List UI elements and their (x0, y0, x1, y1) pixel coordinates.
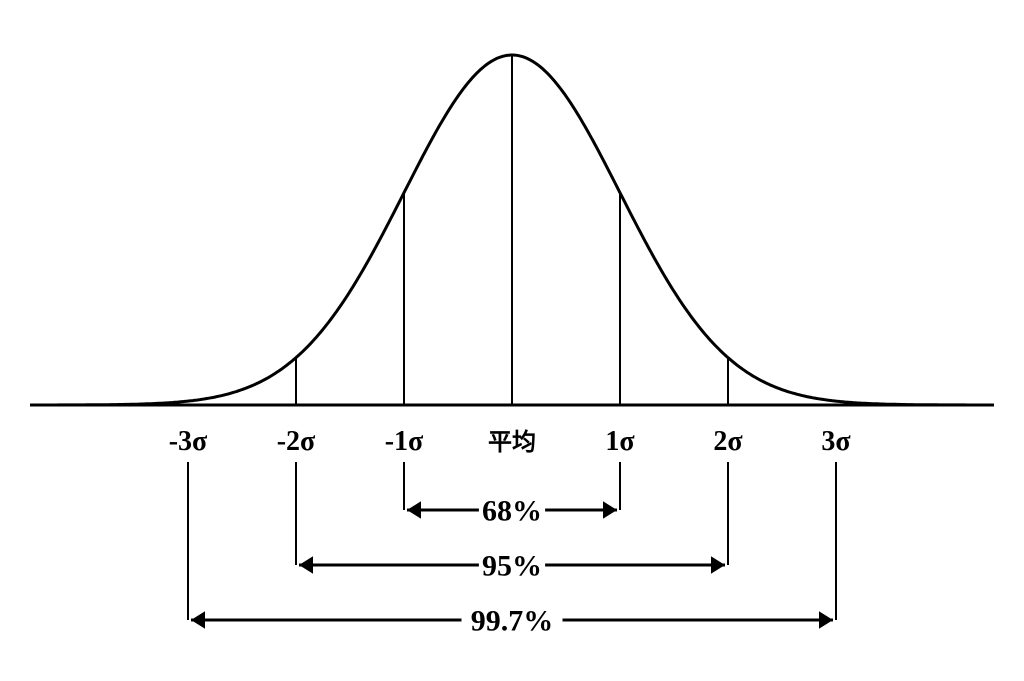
sigma-guide-lines (296, 55, 728, 405)
range-label-1: 95% (482, 550, 542, 583)
normal-distribution-chart: -3σ -2σ -1σ 平均 1σ 2σ 3σ 68% 95% 99.7% (0, 0, 1024, 681)
axis-label-p3: 3σ (821, 426, 851, 457)
range-label-2: 99.7% (471, 605, 554, 638)
range-label-0: 68% (482, 495, 542, 528)
axis-label-p2: 2σ (713, 426, 743, 457)
axis-label-m2: -2σ (277, 426, 316, 457)
axis-label-mean: 平均 (488, 428, 536, 456)
axis-label-p1: 1σ (605, 426, 635, 457)
axis-labels: -3σ -2σ -1σ 平均 1σ 2σ 3σ (169, 426, 852, 457)
axis-label-m1: -1σ (385, 426, 424, 457)
range-indicators: 68% 95% 99.7% (188, 462, 836, 638)
axis-label-m3: -3σ (169, 426, 208, 457)
